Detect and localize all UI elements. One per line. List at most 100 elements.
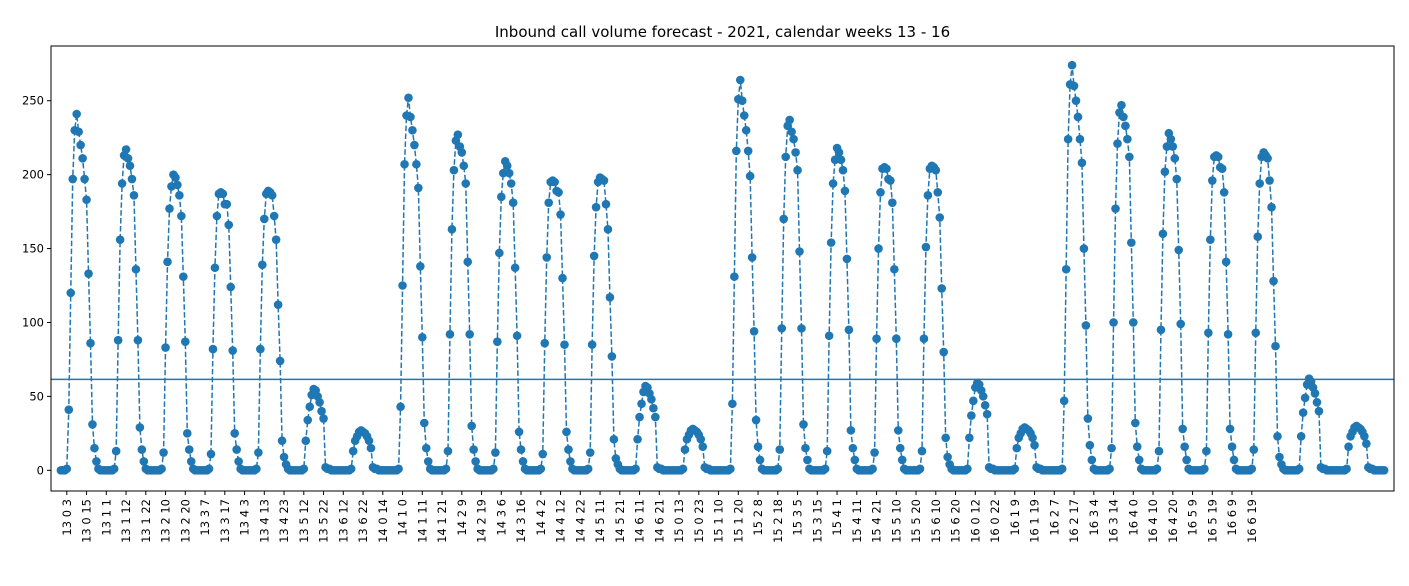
data-point	[267, 191, 277, 200]
data-point	[1227, 442, 1237, 451]
data-point	[799, 420, 808, 429]
data-point	[801, 443, 810, 453]
x-tick-label: 16 1 9	[1008, 499, 1022, 536]
data-point	[441, 464, 451, 474]
data-point	[601, 199, 611, 209]
data-point	[1079, 244, 1089, 253]
data-point	[303, 415, 313, 425]
y-tick-label: 50	[29, 389, 44, 403]
data-point	[941, 433, 950, 443]
data-point	[218, 189, 228, 199]
data-point	[1083, 414, 1093, 423]
data-point	[504, 168, 514, 178]
x-tick-label: 16 3 4	[1087, 499, 1101, 536]
data-point	[838, 165, 848, 175]
data-point	[935, 213, 945, 222]
y-tick-label: 150	[22, 242, 44, 256]
data-point	[416, 261, 425, 271]
x-tick-label: 13 5 12	[297, 499, 311, 543]
data-point	[1300, 393, 1310, 403]
x-tick-label: 15 4 11	[850, 499, 864, 543]
plot-frame	[50, 45, 1395, 492]
data-point	[254, 448, 263, 457]
data-point	[1176, 319, 1185, 329]
data-point	[915, 464, 925, 474]
data-point	[591, 202, 601, 212]
data-point	[471, 457, 480, 466]
data-point	[1069, 81, 1079, 91]
data-point	[1182, 455, 1191, 465]
data-point	[1012, 443, 1022, 453]
data-point	[874, 244, 883, 253]
data-point	[80, 174, 89, 184]
data-point	[846, 426, 856, 435]
y-tick-label: 0	[37, 463, 44, 477]
data-point	[1362, 439, 1371, 448]
data-point	[540, 338, 550, 348]
data-point	[64, 405, 74, 414]
data-point	[1168, 142, 1178, 151]
data-point	[820, 464, 830, 474]
data-point	[728, 399, 737, 409]
data-point	[1314, 406, 1324, 416]
data-point	[1162, 142, 1172, 151]
data-point	[1206, 235, 1215, 244]
data-point	[933, 188, 943, 197]
data-point	[779, 214, 789, 224]
data-point	[781, 152, 790, 162]
data-point	[182, 429, 192, 438]
data-point	[651, 412, 660, 422]
data-point	[749, 327, 759, 336]
data-point	[1180, 442, 1189, 451]
x-tick-label: 15 4 1	[830, 499, 844, 536]
data-point	[741, 125, 751, 135]
data-point	[279, 452, 289, 462]
data-point	[129, 191, 139, 200]
x-tick-label: 15 6 10	[929, 499, 943, 543]
x-tick-label: 15 4 21	[870, 499, 884, 543]
data-point	[649, 403, 658, 413]
data-point	[165, 204, 174, 213]
data-point	[1158, 229, 1168, 239]
x-tick-label: 15 5 20	[909, 499, 923, 543]
data-point	[457, 148, 467, 157]
data-point	[828, 179, 838, 188]
data-point	[1107, 443, 1116, 453]
data-point	[1310, 389, 1320, 398]
data-point	[1030, 440, 1039, 450]
data-point	[319, 414, 328, 423]
x-tick-label: 14 6 11	[633, 499, 647, 543]
data-point	[131, 264, 141, 274]
x-tick-label: 15 6 20	[949, 499, 963, 543]
data-point	[1075, 134, 1085, 144]
data-point	[445, 329, 455, 339]
data-point	[269, 211, 279, 221]
data-point	[159, 448, 168, 457]
data-point	[157, 464, 166, 474]
data-point	[698, 442, 708, 451]
data-point	[459, 161, 469, 171]
data-point	[1217, 164, 1227, 174]
data-point	[273, 300, 283, 310]
data-point	[647, 395, 656, 404]
data-point	[542, 253, 552, 262]
data-point	[680, 445, 690, 454]
data-point	[90, 443, 99, 453]
data-point	[1263, 154, 1272, 163]
data-point	[212, 211, 222, 221]
data-point	[1160, 167, 1170, 176]
data-point	[848, 443, 858, 453]
data-point	[844, 325, 854, 335]
x-tick-label: 15 2 18	[771, 499, 785, 543]
data-point	[125, 161, 135, 171]
data-point	[921, 242, 931, 252]
data-point	[892, 334, 901, 344]
x-tick-label: 14 6 21	[652, 499, 666, 543]
x-tick-label: 13 3 7	[198, 499, 212, 536]
data-point	[886, 176, 895, 185]
data-point	[491, 448, 500, 457]
data-point	[890, 264, 899, 274]
data-point	[256, 344, 265, 354]
x-tick-label: 14 5 11	[593, 499, 607, 543]
x-tick-label: 13 0 3	[60, 499, 74, 536]
